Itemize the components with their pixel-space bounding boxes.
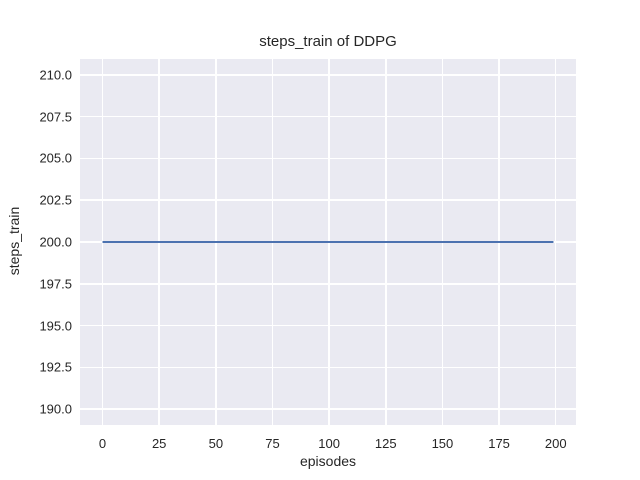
x-tick-label: 0	[98, 436, 107, 451]
plot-area	[80, 59, 576, 425]
x-axis-label: episodes	[299, 453, 357, 469]
y-tick-label: 202.5	[39, 192, 72, 208]
y-axis-label: steps_train	[6, 206, 22, 276]
y-tick-label: 207.5	[39, 109, 72, 125]
x-tick-label: 25	[151, 436, 167, 451]
x-tick-label: 100	[318, 436, 340, 451]
y-tick-label: 200.0	[39, 234, 72, 250]
x-tick-label: 150	[431, 436, 454, 451]
y-tick-label: 210.0	[39, 67, 72, 83]
x-tick-label: 175	[488, 436, 510, 451]
y-tick-label: 205.0	[39, 150, 72, 166]
y-gridline	[80, 74, 576, 76]
y-tick-label: 197.5	[39, 276, 72, 292]
y-tick-label: 192.5	[39, 359, 72, 375]
y-tick-label: 190.0	[39, 401, 72, 417]
data-line-layer	[102, 241, 554, 243]
x-tick-label: 75	[265, 436, 280, 451]
y-gridline	[80, 283, 576, 285]
x-tick-label: 200	[544, 436, 567, 451]
y-gridline	[80, 408, 576, 410]
y-tick-label: 195.0	[39, 318, 72, 334]
y-gridline	[80, 115, 576, 118]
y-gridline	[80, 157, 576, 160]
y-gridline	[80, 366, 576, 369]
y-gridline	[80, 324, 576, 327]
y-gridline	[80, 199, 576, 201]
x-tick-label: 125	[374, 436, 397, 451]
x-tick-label: 50	[208, 436, 224, 451]
chart-title: steps_train of DDPG	[259, 33, 397, 50]
